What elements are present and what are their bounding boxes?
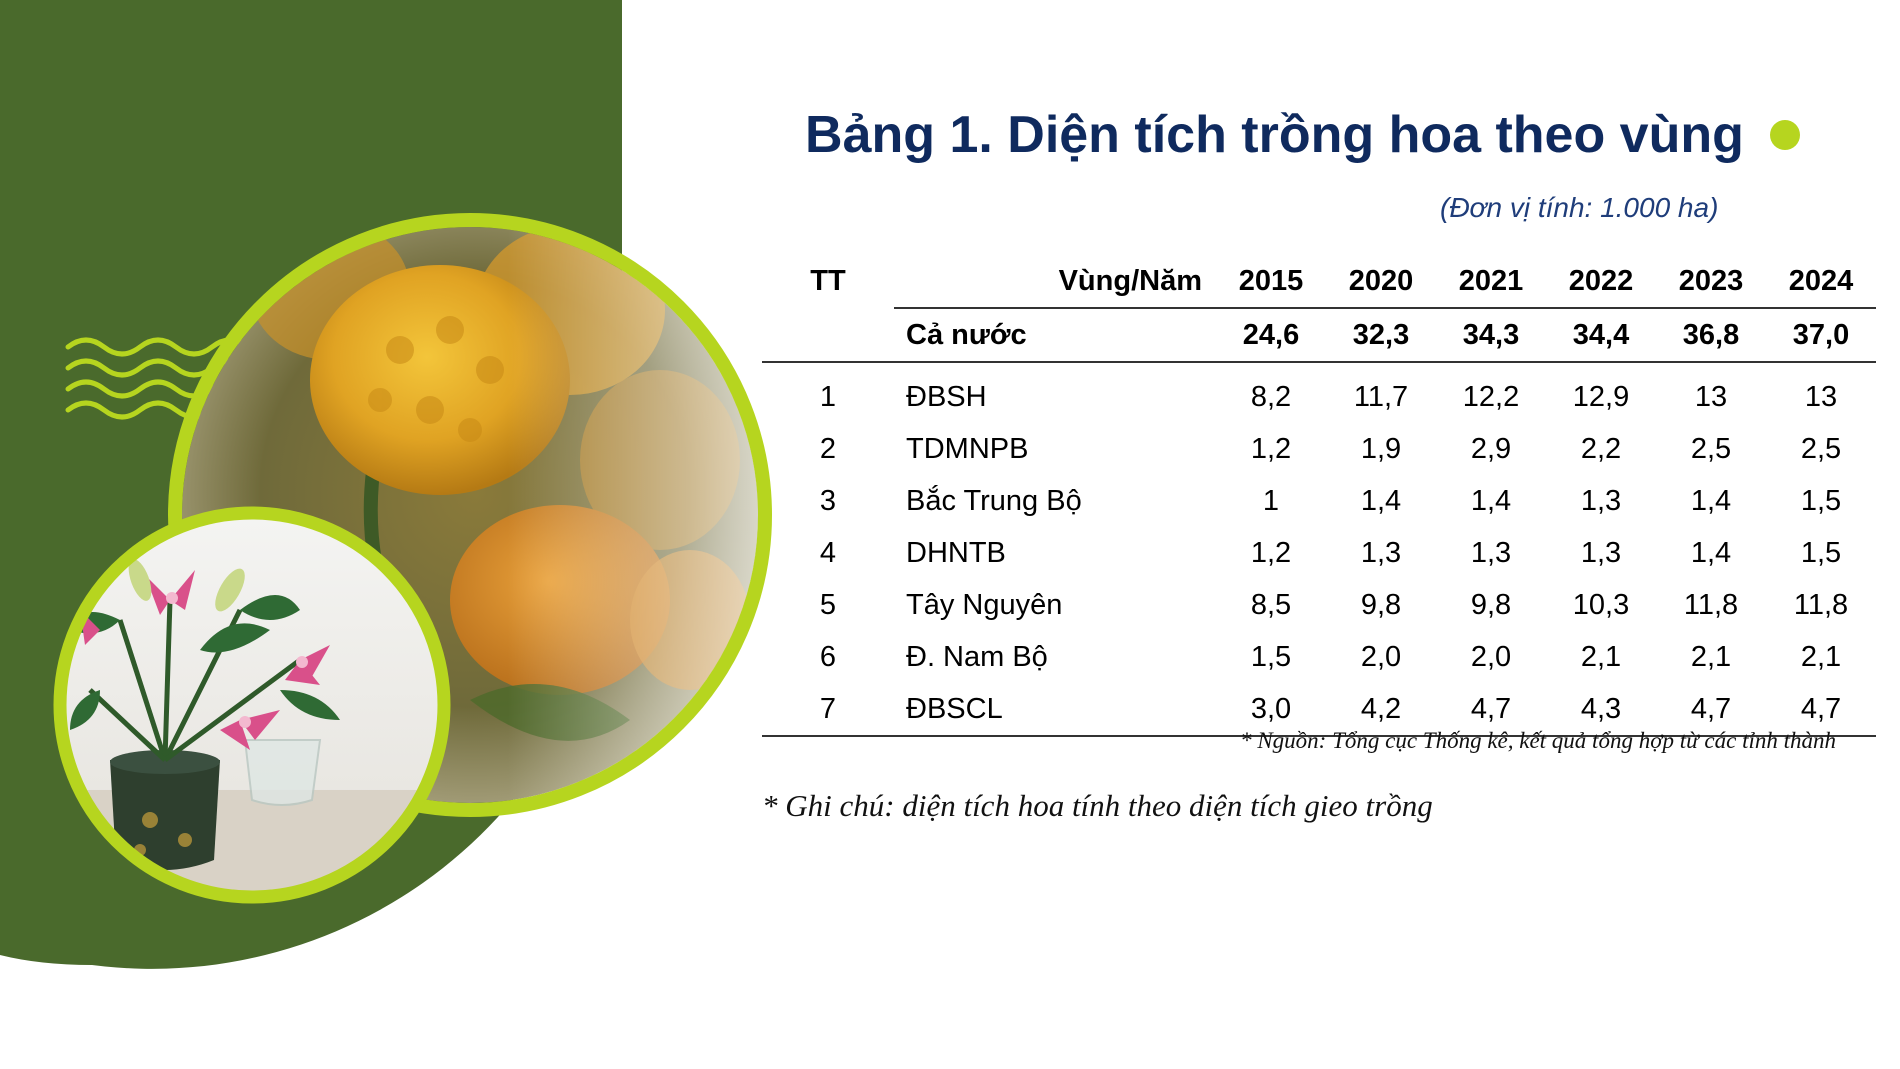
region-name: ĐBSH [906,380,987,413]
table-cell: 34,3 [1436,308,1546,363]
table-cell: 13 [1804,380,1838,413]
row-number: 5 [819,588,837,621]
region-name: TDMNPB [906,432,1029,465]
table-cell: 2,1 [1580,640,1622,673]
table-row: 6 Đ. Nam Bộ 1,5 2,0 2,0 2,1 2,1 2,1 [762,631,1876,683]
row-number: 1 [819,380,837,413]
unit-label: (Đơn vị tính: 1.000 ha) [1440,192,1719,223]
table-cell: 11,8 [1683,588,1739,621]
table-row-total: Cả nước 24,6 32,3 34,3 34,4 36,8 37,0 [762,308,1876,363]
table-cell: 1,9 [1360,432,1402,465]
table-cell: 11,7 [1353,380,1409,413]
total-label: Cả nước [894,308,1216,363]
row-number: 4 [819,536,837,569]
table-cell: 37,0 [1766,308,1876,363]
table-cell: 1,4 [1470,484,1512,517]
table-cell: 11,8 [1793,588,1849,621]
table-cell: 1,4 [1690,536,1732,569]
table-row: 2 TDMNPB 1,2 1,9 2,9 2,2 2,5 2,5 [762,423,1876,475]
header-year: 2020 [1326,255,1436,309]
table-cell: 2,2 [1580,432,1622,465]
table-cell: 8,2 [1250,380,1292,413]
table-title: Bảng 1. Diện tích trồng hoa theo vùng [805,106,1744,164]
header-year: 2015 [1216,255,1326,309]
table-row: 7 ĐBSCL 3,0 4,2 4,7 4,3 4,7 4,7 [762,683,1876,737]
table-cell: 1,2 [1250,432,1292,465]
table-cell: 1,3 [1470,536,1512,569]
table-cell: 4,7 [1436,683,1546,737]
table-cell: 4,2 [1326,683,1436,737]
table-cell: 36,8 [1656,308,1766,363]
header-region: Vùng/Năm [894,255,1216,309]
table-cell: 2,1 [1800,640,1842,673]
table-cell: 32,3 [1326,308,1436,363]
table-cell: 1,3 [1580,484,1622,517]
header-year: 2023 [1656,255,1766,309]
table-row: 4 DHNTB 1,2 1,3 1,3 1,3 1,4 1,5 [762,527,1876,579]
table-cell: 1,3 [1580,536,1622,569]
table-cell: 4,7 [1766,683,1876,737]
table-cell: 2,0 [1470,640,1512,673]
table-row: 1 ĐBSH 8,2 11,7 12,2 12,9 13 13 [762,362,1876,423]
table-cell: 10,3 [1572,588,1630,621]
table-cell: 4,3 [1546,683,1656,737]
table-cell: 2,9 [1470,432,1512,465]
table-cell: 1,3 [1360,536,1402,569]
region-name: Đ. Nam Bộ [906,640,1048,673]
table-cell: 13 [1694,380,1728,413]
region-name: DHNTB [906,536,1006,569]
table-cell: 2,0 [1360,640,1402,673]
table-cell: 1,2 [1250,536,1292,569]
table-cell: 8,5 [1250,588,1292,621]
region-name: Bắc Trung Bộ [906,484,1082,517]
table-cell: 1,5 [1800,484,1842,517]
table-cell: 2,1 [1690,640,1732,673]
table-cell: 2,5 [1800,432,1842,465]
row-number: 3 [819,484,837,517]
table-cell: 4,7 [1656,683,1766,737]
table-cell: 12,2 [1462,380,1520,413]
header-year: 2024 [1766,255,1876,309]
table-cell: 1,5 [1250,640,1292,673]
table-cell: 9,8 [1470,588,1512,621]
table-cell: 9,8 [1360,588,1402,621]
table-cell: 24,6 [1216,308,1326,363]
header-year: 2022 [1546,255,1656,309]
row-number: 7 [762,683,894,737]
header-tt: TT [810,265,846,297]
table-cell: 1 [1262,484,1280,517]
flower-area-table: TT Vùng/Năm 2015 2020 2021 2022 2023 202… [762,255,1876,737]
table-row: 5 Tây Nguyên 8,5 9,8 9,8 10,3 11,8 11,8 [762,579,1876,631]
table-cell: 1,5 [1800,536,1842,569]
source-note: * Nguồn: Tổng cục Thống kê, kết quả tổng… [1240,728,1836,753]
table-cell: 3,0 [1216,683,1326,737]
table-cell: 1,4 [1360,484,1402,517]
table-cell: 34,4 [1546,308,1656,363]
table-row: 3 Bắc Trung Bộ 1 1,4 1,4 1,3 1,4 1,5 [762,475,1876,527]
region-name: ĐBSCL [894,683,1216,737]
table-cell: 1,4 [1690,484,1732,517]
table-cell: 12,9 [1572,380,1630,413]
header-year: 2021 [1436,255,1546,309]
row-number: 2 [819,432,837,465]
row-number: 6 [819,640,837,673]
region-name: Tây Nguyên [906,588,1063,621]
table-cell: 2,5 [1690,432,1732,465]
title-accent-dot [1770,120,1800,150]
table-header-row: TT Vùng/Năm 2015 2020 2021 2022 2023 202… [762,255,1876,309]
footnote: * Ghi chú: diện tích hoa tính theo diện … [762,788,1433,823]
